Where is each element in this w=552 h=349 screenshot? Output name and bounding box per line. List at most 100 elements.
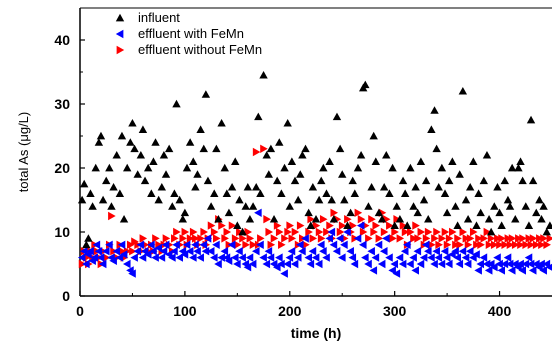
data-point — [94, 247, 103, 256]
data-point — [329, 240, 338, 249]
data-point — [228, 221, 237, 230]
data-point — [288, 234, 297, 243]
data-point — [235, 247, 243, 256]
data-point — [130, 144, 139, 153]
data-point — [461, 253, 470, 262]
data-point — [79, 179, 89, 188]
data-point — [343, 227, 351, 237]
data-point — [312, 221, 321, 230]
data-point — [86, 247, 94, 256]
data-point — [445, 234, 454, 243]
data-point — [304, 208, 313, 217]
data-point — [338, 253, 346, 262]
data-point — [371, 157, 380, 165]
data-point — [359, 227, 368, 237]
data-point — [319, 163, 328, 172]
data-point — [182, 240, 191, 249]
data-point — [309, 234, 318, 243]
data-point — [490, 240, 499, 249]
data-point — [539, 202, 548, 210]
data-point — [440, 189, 450, 197]
data-point — [370, 227, 378, 237]
data-point — [308, 247, 317, 256]
data-point — [465, 247, 474, 256]
data-point — [472, 250, 480, 259]
data-point — [272, 263, 281, 272]
data-point — [119, 215, 129, 223]
data-point — [421, 176, 431, 185]
data-point — [417, 227, 426, 237]
data-point — [151, 138, 160, 146]
data-point — [193, 170, 202, 178]
data-point — [411, 183, 420, 191]
data-point — [428, 240, 436, 249]
data-point — [431, 234, 439, 243]
data-point — [349, 221, 357, 230]
data-point — [138, 125, 148, 133]
data-point — [293, 253, 302, 262]
x-tick-label: 300 — [383, 303, 407, 319]
data-point — [102, 253, 111, 262]
data-point — [159, 247, 168, 256]
data-point — [260, 144, 268, 153]
data-point — [317, 240, 325, 249]
data-point — [367, 183, 376, 191]
data-point — [264, 170, 273, 178]
data-point — [227, 183, 237, 191]
data-point — [220, 163, 229, 172]
data-point — [329, 215, 339, 223]
data-point — [128, 269, 136, 278]
data-point — [476, 208, 485, 217]
data-point — [290, 259, 299, 269]
data-point — [465, 183, 475, 191]
data-point — [172, 99, 181, 108]
data-point — [445, 259, 453, 269]
data-point — [482, 151, 492, 159]
data-point — [545, 221, 552, 229]
data-point — [277, 259, 285, 269]
data-point — [388, 163, 397, 172]
data-point — [77, 253, 86, 262]
data-point — [483, 227, 492, 237]
data-point — [413, 247, 422, 256]
data-point — [391, 227, 399, 237]
data-point — [540, 234, 548, 243]
data-point — [293, 195, 303, 204]
data-point — [500, 176, 509, 185]
data-point — [222, 189, 232, 197]
data-point — [430, 106, 439, 114]
data-point — [197, 234, 205, 243]
data-point — [203, 234, 212, 243]
data-point — [451, 202, 460, 210]
data-point — [308, 183, 318, 191]
data-point — [108, 211, 116, 221]
data-point — [280, 269, 288, 278]
data-point — [472, 221, 481, 229]
data-point — [463, 215, 473, 223]
data-point — [325, 157, 334, 165]
data-point — [77, 195, 87, 204]
data-point — [395, 253, 404, 262]
data-point — [403, 221, 412, 229]
data-point — [422, 234, 431, 243]
data-point — [186, 234, 195, 243]
data-point — [453, 253, 461, 262]
data-point — [151, 253, 159, 262]
data-point — [143, 163, 153, 172]
data-point — [364, 259, 372, 269]
data-point — [495, 208, 504, 217]
data-point — [389, 234, 397, 243]
data-point — [254, 112, 263, 121]
data-point — [526, 115, 536, 124]
data-point — [325, 234, 333, 243]
data-point — [332, 247, 341, 256]
data-point — [214, 215, 223, 223]
data-point — [442, 208, 452, 217]
data-point — [278, 240, 286, 249]
data-point — [266, 144, 276, 153]
data-markers — [77, 71, 552, 278]
legend-marker — [115, 29, 124, 39]
x-tick-label: 200 — [278, 303, 302, 319]
